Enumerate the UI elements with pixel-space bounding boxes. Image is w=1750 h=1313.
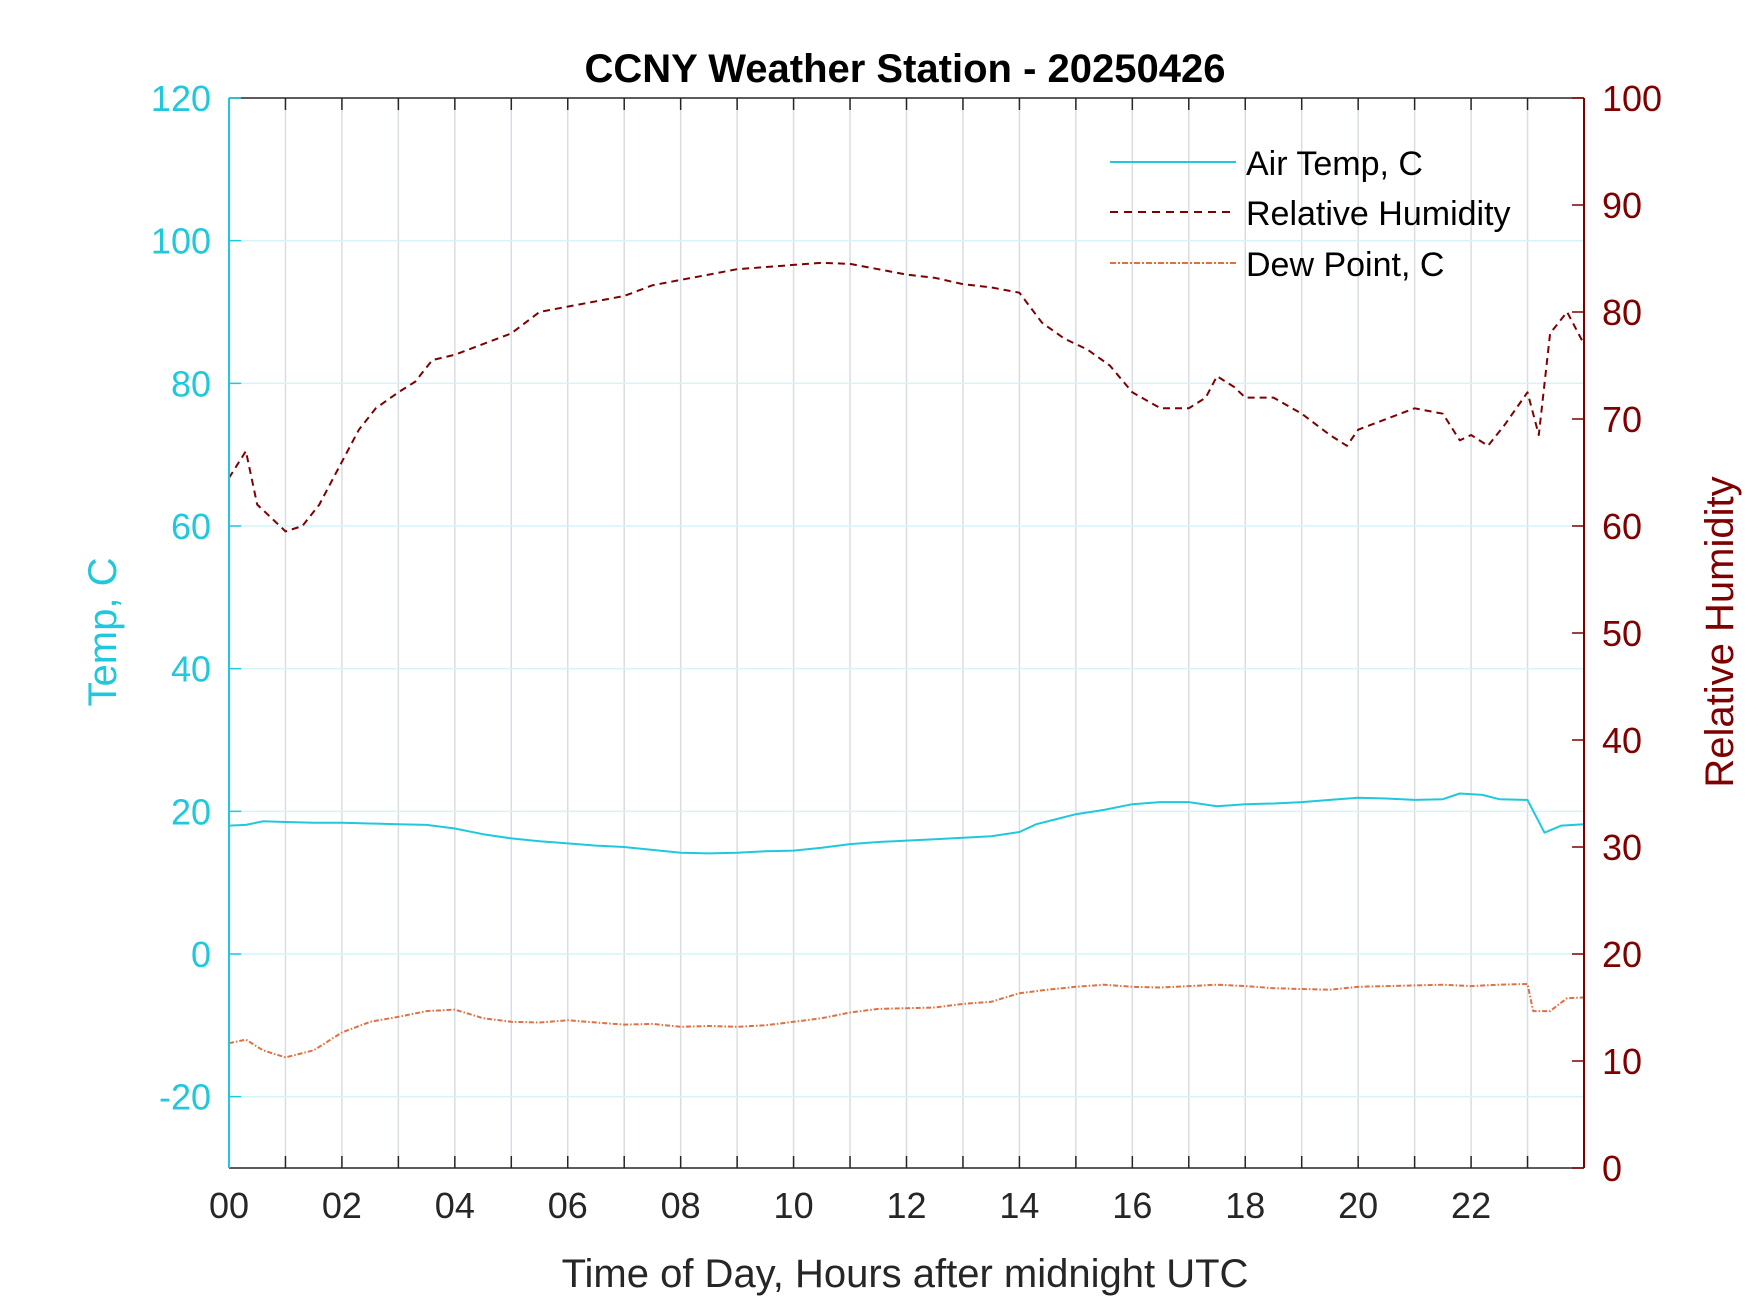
legend-label-dew-point: Dew Point, C bbox=[1246, 246, 1444, 284]
y-tick-label-left: 0 bbox=[191, 934, 211, 975]
y-tick-label-right: 100 bbox=[1602, 78, 1662, 119]
y-tick-label-right: 10 bbox=[1602, 1041, 1642, 1082]
series-line-2 bbox=[228, 983, 1585, 1059]
x-tick-label: 06 bbox=[548, 1185, 588, 1226]
series-layer bbox=[228, 261, 1585, 1059]
x-tick-label: 00 bbox=[209, 1185, 249, 1226]
x-tick-label: 02 bbox=[322, 1185, 362, 1226]
y-axis-label-left: Temp, C bbox=[81, 558, 125, 707]
legend-label-humidity: Relative Humidity bbox=[1246, 195, 1511, 233]
y-tick-label-left: -20 bbox=[159, 1077, 211, 1118]
legend-label-air-temp: Air Temp, C bbox=[1246, 145, 1423, 183]
series-line-1 bbox=[228, 261, 1585, 533]
y-tick-label-left: 40 bbox=[171, 649, 211, 690]
y-tick-label-left: 100 bbox=[151, 221, 211, 262]
legend: Air Temp, C Relative Humidity Dew Point,… bbox=[1110, 145, 1511, 284]
y-tick-label-right: 60 bbox=[1602, 506, 1642, 547]
grid bbox=[229, 98, 1584, 1168]
y-tick-label-right: 80 bbox=[1602, 292, 1642, 333]
y-tick-label-right: 40 bbox=[1602, 720, 1642, 761]
y-tick-label-left: 60 bbox=[171, 506, 211, 547]
x-tick-label: 22 bbox=[1451, 1185, 1491, 1226]
y-tick-label-right: 50 bbox=[1602, 613, 1642, 654]
y-tick-label-left: 20 bbox=[171, 791, 211, 832]
x-tick-label: 14 bbox=[999, 1185, 1039, 1226]
x-tick-label: 16 bbox=[1112, 1185, 1152, 1226]
y-tick-label-right: 20 bbox=[1602, 934, 1642, 975]
y-tick-label-right: 70 bbox=[1602, 399, 1642, 440]
x-tick-label: 20 bbox=[1338, 1185, 1378, 1226]
y-tick-label-left: 80 bbox=[171, 363, 211, 404]
series-line-0 bbox=[228, 792, 1585, 855]
x-tick-label: 12 bbox=[886, 1185, 926, 1226]
y-tick-label-right: 30 bbox=[1602, 827, 1642, 868]
y-tick-label-right: 0 bbox=[1602, 1148, 1622, 1189]
x-tick-label: 10 bbox=[774, 1185, 814, 1226]
y-tick-label-left: 120 bbox=[151, 78, 211, 119]
axes: 00 02 04 06 08 10 12 14 16 18 20 22-200204060801001… bbox=[151, 78, 1662, 1226]
x-tick-label: 04 bbox=[435, 1185, 475, 1226]
x-axis-label: Time of Day, Hours after midnight UTC bbox=[562, 1252, 1249, 1296]
chart-title: CCNY Weather Station - 20250426 bbox=[585, 47, 1226, 91]
y-tick-label-right: 90 bbox=[1602, 185, 1642, 226]
x-tick-label: 18 bbox=[1225, 1185, 1265, 1226]
y-axis-label-right: Relative Humidity bbox=[1698, 476, 1742, 787]
x-tick-label: 08 bbox=[661, 1185, 701, 1226]
